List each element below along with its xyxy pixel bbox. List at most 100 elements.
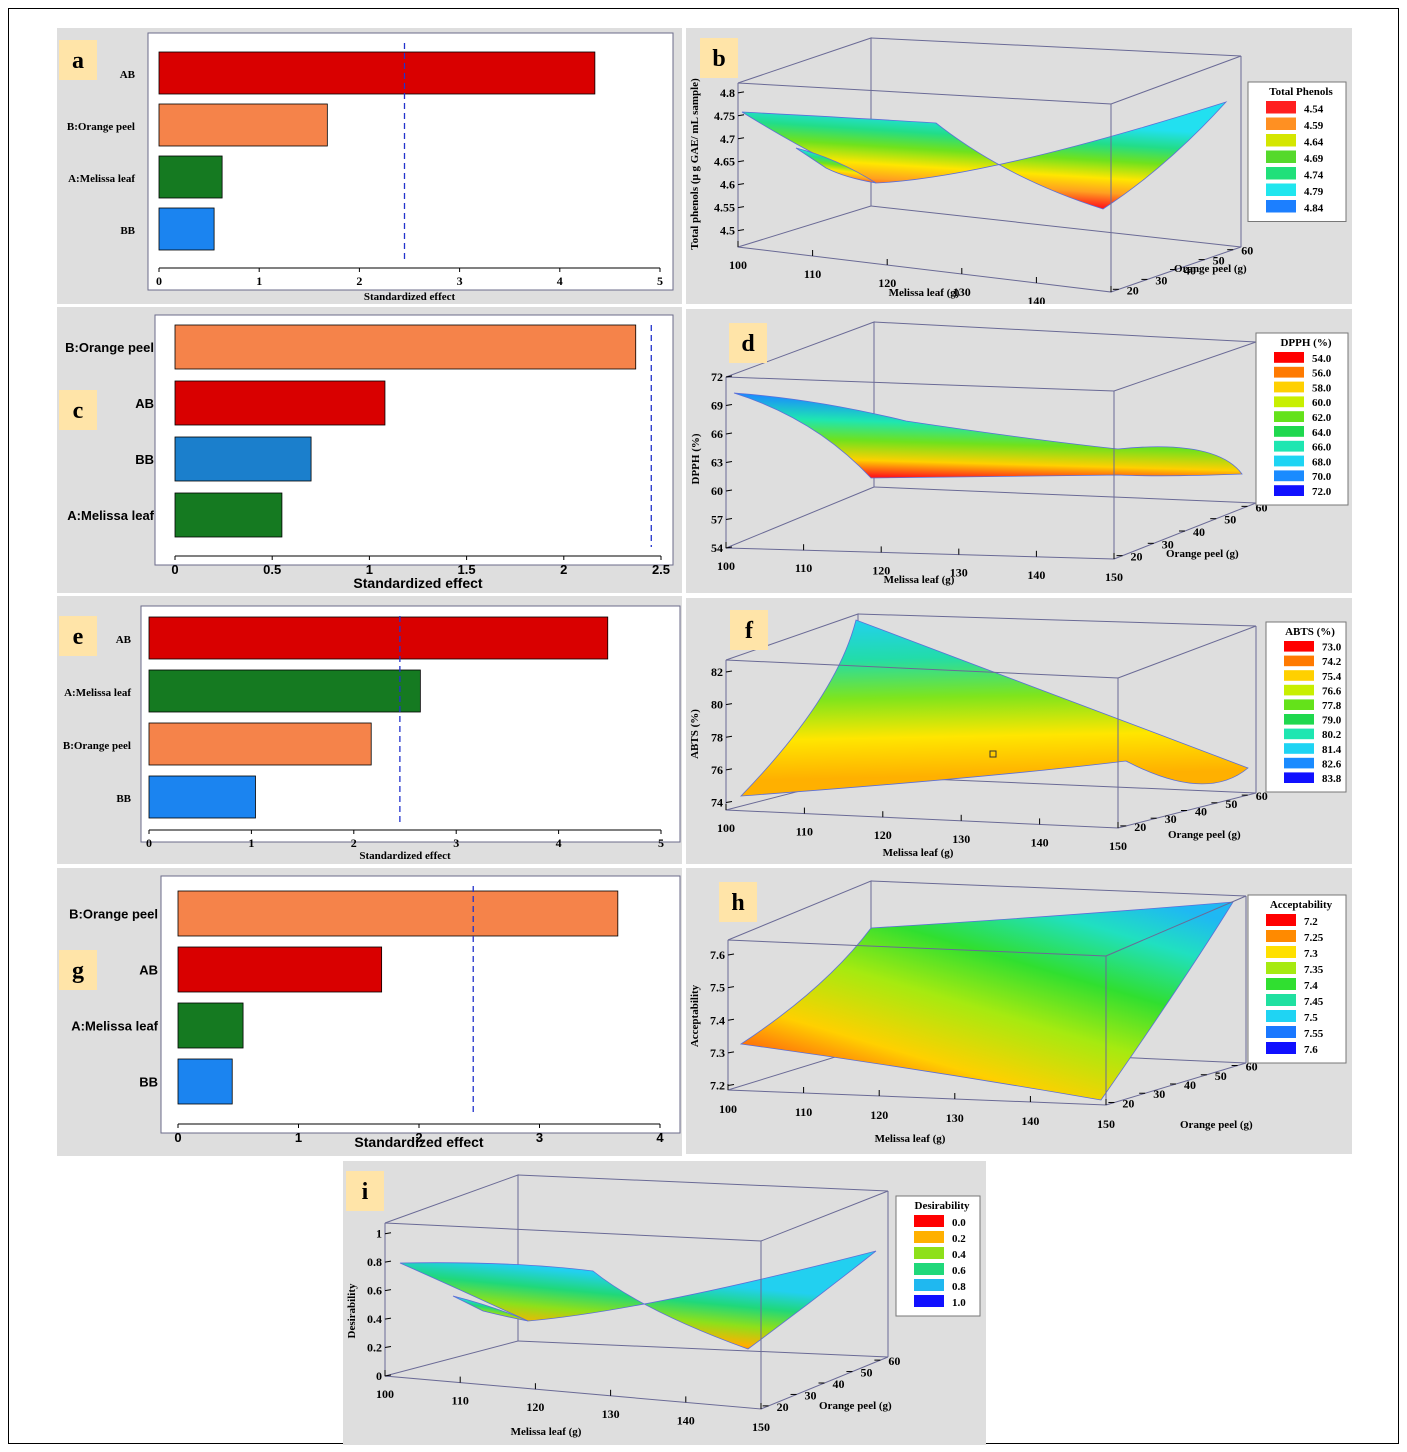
- legend-label: 0.8: [952, 1281, 966, 1293]
- category-label: A:Melissa leaf: [68, 173, 135, 185]
- x-tick-label: 100: [717, 559, 735, 573]
- x-tick-label: 1: [248, 836, 254, 850]
- x-tick-label: 2: [351, 836, 357, 850]
- category-label: BB: [135, 452, 154, 467]
- legend-swatch: [1266, 134, 1296, 147]
- z-tick-mark: [737, 137, 745, 140]
- legend-swatch: [1274, 455, 1304, 467]
- response-surface: [739, 619, 1249, 797]
- box-edge: [1113, 341, 1257, 392]
- x-tick-label: 0: [146, 836, 152, 850]
- legend-label: 7.3: [1304, 948, 1318, 960]
- y-tick-label: 40: [1184, 1078, 1196, 1092]
- effect-bar: [148, 616, 609, 660]
- panel-d: 54 57 60 63 66 69 72 100 110 120 130 140 150 20 30 40 50…: [686, 309, 1352, 593]
- x-tick-label: 0: [156, 274, 162, 288]
- box-edge: [517, 1174, 889, 1192]
- legend-swatch: [1266, 117, 1296, 130]
- legend-label: 77.8: [1322, 700, 1342, 712]
- panel-label: c: [73, 398, 84, 424]
- y-axis-title: Orange peel (g): [1168, 829, 1241, 841]
- box-back-face: [725, 321, 875, 549]
- panel-b-svg: 4.5 4.55 4.6 4.65 4.7 4.75 4.8 100 110 120 130 140 1…: [689, 37, 1347, 304]
- z-tick-mark: [384, 1232, 392, 1235]
- x-tick-label: 1: [295, 1130, 302, 1145]
- x-tick-label: 2: [560, 562, 567, 577]
- legend-swatch: [1284, 641, 1314, 652]
- legend-swatch: [1266, 978, 1296, 990]
- x-tick-label: 130: [602, 1407, 620, 1421]
- legend-label: 83.8: [1322, 773, 1342, 785]
- y-tick-label: 30: [1165, 812, 1177, 826]
- legend-label: 4.84: [1304, 203, 1324, 215]
- z-tick-label: 4.5: [720, 224, 735, 238]
- z-tick-label: 4.7: [720, 132, 735, 146]
- legend-swatch: [1266, 1042, 1296, 1054]
- z-tick-label: 4.75: [714, 109, 735, 123]
- effect-bar: [177, 1058, 233, 1105]
- z-tick-mark: [725, 375, 733, 378]
- z-tick-mark: [384, 1374, 392, 1377]
- legend-swatch: [914, 1263, 944, 1275]
- y-tick-label: 40: [833, 1377, 845, 1391]
- panel-label: e: [73, 624, 84, 650]
- y-axis-title: Orange peel (g): [819, 1400, 892, 1412]
- effect-bar: [177, 890, 619, 937]
- panel-label-box: [59, 390, 97, 430]
- z-axis-title: Total phenols (μ g GAE/ mL sample): [689, 78, 701, 250]
- legend-label: 74.2: [1322, 656, 1342, 668]
- category-label: AB: [116, 634, 132, 646]
- y-axis-title: Orange peel (g): [1166, 548, 1239, 560]
- x-tick-label: 120: [870, 1108, 888, 1122]
- legend-label: 0.0: [952, 1217, 966, 1229]
- legend-label: 7.2: [1304, 916, 1318, 928]
- z-axis-title: Desirability: [346, 1283, 358, 1338]
- legend-swatch: [1284, 757, 1314, 769]
- category-label: B:Orange peel: [67, 121, 135, 133]
- legend-label: 73.0: [1322, 642, 1342, 654]
- z-tick-mark: [725, 461, 733, 463]
- legend-label: 70.0: [1312, 471, 1332, 483]
- x-tick-label: 1.5: [458, 562, 476, 577]
- legend-label: 68.0: [1312, 456, 1332, 468]
- x-tick-label: 110: [804, 267, 821, 281]
- x-tick-label: 0.5: [263, 562, 281, 577]
- legend-label: 62.0: [1312, 412, 1332, 424]
- effect-bar: [158, 103, 328, 147]
- legend-label: 64.0: [1312, 427, 1332, 439]
- category-label: A:Melissa leaf: [64, 687, 131, 699]
- x-tick-label: 150: [752, 1420, 770, 1434]
- legend-title: Desirability: [915, 1200, 970, 1212]
- x-tick-label: 130: [953, 285, 971, 299]
- legend-swatch: [1284, 728, 1314, 740]
- panel-label-box: [700, 38, 738, 78]
- panel-label-box: [59, 950, 97, 990]
- legend-swatch: [1266, 994, 1296, 1006]
- category-label: BB: [116, 793, 131, 805]
- z-tick-mark: [384, 1317, 392, 1320]
- legend-swatch: [1266, 167, 1296, 180]
- z-tick-mark: [727, 1084, 735, 1086]
- box-edge: [1110, 55, 1242, 105]
- x-tick-label: 100: [719, 1102, 737, 1116]
- z-tick-label: 4.55: [714, 201, 735, 215]
- z-tick-label: 82: [711, 665, 723, 679]
- z-tick-label: 0: [376, 1369, 382, 1383]
- panel-label: d: [741, 331, 755, 357]
- z-tick-mark: [737, 229, 745, 232]
- x-tick-label: 150: [1097, 1117, 1115, 1131]
- legend-swatch: [1266, 914, 1296, 926]
- box-edge: [870, 205, 1242, 248]
- x-tick-label: 140: [1027, 294, 1045, 304]
- x-tick-label: 3: [457, 274, 463, 288]
- effect-bar: [177, 946, 383, 993]
- x-tick-label: 110: [795, 561, 812, 575]
- panel-a: 0 1 2 3 4 5 AB B:Orange peel A:Melissa leaf BB Sta…: [57, 28, 682, 304]
- y-axis-title: Orange peel (g): [1174, 263, 1247, 275]
- z-tick-mark: [725, 432, 733, 435]
- y-tick-label: 20: [777, 1400, 789, 1414]
- legend-swatch: [1274, 366, 1304, 378]
- legend-swatch: [1284, 743, 1314, 754]
- panel-f: 74 76 78 80 82 100 110 120 130 140 150 20 30 40 50 60 Me…: [686, 598, 1352, 864]
- x-tick-label: 100: [729, 258, 747, 272]
